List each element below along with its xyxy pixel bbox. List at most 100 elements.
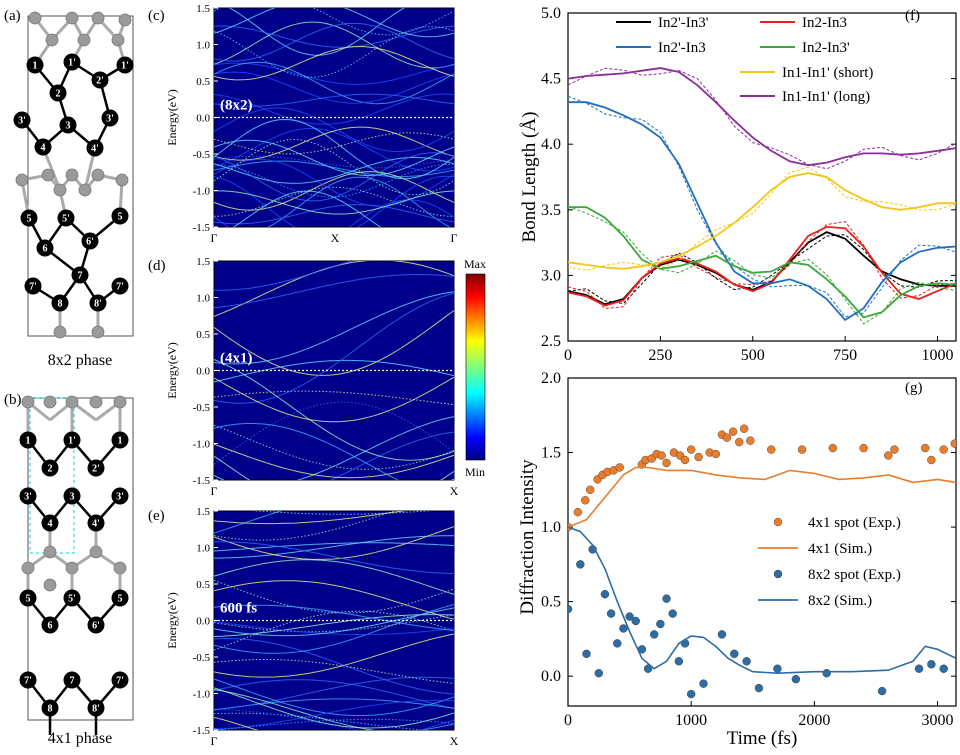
band-line [214, 160, 454, 178]
atom-label: 4' [92, 519, 100, 530]
band-line [214, 633, 454, 678]
band-ytick-label: 0.5 [196, 579, 210, 591]
data-point [791, 674, 801, 684]
panel-b-label: (b) [4, 392, 22, 408]
band-ytick-label: -0.5 [193, 402, 211, 414]
band-line [214, 25, 454, 48]
panel-a-label: (a) [4, 8, 21, 24]
atom-label: 7 [78, 271, 83, 282]
atom-in [81, 232, 99, 250]
colorbar-max-label: Max [464, 257, 486, 271]
data-point [735, 437, 744, 447]
band-line [214, 204, 454, 225]
band-line [214, 155, 454, 169]
atom-label: 7' [116, 282, 124, 293]
atom-in [63, 487, 81, 505]
band-line [214, 62, 454, 85]
data-point [668, 609, 677, 618]
atom-in [87, 514, 105, 532]
band-line [214, 175, 454, 227]
atom-gray [118, 13, 132, 27]
atom-gray [89, 395, 103, 409]
data-point [728, 427, 738, 436]
atom-label: 5 [27, 214, 32, 225]
data-point [568, 604, 573, 614]
band-panel-c: (8x2) 1.5 1.0 0.5 0.0 -0.5 -1.0 -1.5 Energy(eV) Γ… [165, 3, 458, 245]
atom-label: 6' [92, 621, 100, 632]
legend-label-3: 8x2 (Sim.) [808, 593, 872, 609]
atom-gray [65, 168, 79, 182]
data-point [615, 463, 624, 472]
ytick-label: 3.0 [541, 267, 561, 284]
panel-g-label: (g) [905, 380, 923, 396]
atom-in [87, 616, 105, 634]
band-line [214, 718, 454, 730]
xtick-label: 0 [564, 347, 572, 364]
atom-label: 3' [18, 116, 26, 127]
colorbar [465, 273, 486, 461]
xtick-label: 2000 [798, 712, 830, 729]
band-panel-tag: (8x2) [220, 98, 253, 114]
ylabel-g: Diffraction Intensity [517, 459, 538, 615]
band-panel-e: 600 fs 1.5 1.0 0.5 0.0 -0.5 -1.0 -1.5 Energy(eV)… [165, 506, 459, 748]
atom-in [63, 53, 81, 71]
band-line [214, 679, 454, 710]
band-line [214, 637, 454, 695]
band-line [214, 71, 454, 104]
data-point [890, 445, 899, 454]
series-line-1 [568, 225, 956, 307]
data-point [921, 443, 930, 453]
legend-label-1: In2-In3 [802, 15, 847, 31]
band-line [214, 26, 454, 78]
band-ytick-label: 1.0 [196, 543, 210, 555]
atom-gray [21, 561, 35, 575]
atom-in [20, 209, 38, 227]
atom-label: 1 [33, 61, 38, 72]
atom-label: 3 [70, 492, 75, 503]
series-dashed-0 [568, 234, 956, 305]
band-xtick-label: X [450, 484, 459, 498]
unit-cell-4x1-dashed [29, 397, 75, 554]
atom-gray [43, 545, 57, 559]
band-line [214, 139, 454, 176]
data-point [631, 616, 640, 626]
band-ytick-label: -1.5 [193, 725, 211, 737]
xlabel-g: Time (fs) [727, 728, 798, 749]
data-point [662, 458, 671, 468]
data-point [594, 669, 603, 678]
band-ytick-label: -1.0 [193, 439, 211, 451]
atom-in [36, 239, 54, 257]
data-point [585, 485, 595, 495]
band-line [214, 526, 454, 560]
band-ytick-label: 0.0 [196, 616, 210, 628]
data-point [657, 451, 666, 460]
data-point [619, 624, 628, 633]
band-ytick-label: 0.0 [196, 366, 210, 378]
band-line [251, 511, 433, 515]
band-line [214, 443, 454, 479]
band-line [214, 61, 454, 105]
atom-gray [77, 33, 91, 47]
band-panel-tag: (4x1) [220, 351, 253, 367]
plot-frame [567, 377, 957, 707]
atom-in [34, 138, 52, 156]
band-line [267, 176, 451, 227]
atom-label: 1 [26, 436, 31, 447]
atom-label: 1' [68, 58, 76, 69]
atom-in [19, 671, 37, 689]
data-point [797, 445, 807, 454]
data-point [674, 657, 684, 666]
data-point [742, 657, 751, 666]
atom-in [111, 207, 129, 225]
atom-label: 5' [68, 594, 76, 605]
atom-in [111, 431, 129, 449]
atom-label: 5 [118, 212, 123, 223]
bond-length-chart: 2.5 3.0 3.5 4.0 4.5 5.0 0 250 500 750 1000 Bond Len… [519, 5, 957, 364]
data-point [914, 664, 924, 673]
legend-label-0: 4x1 spot (Exp.) [808, 515, 901, 531]
atom-in [111, 589, 129, 607]
data-point [754, 683, 764, 693]
band-ytick-label: 0.0 [196, 113, 210, 125]
atom-label: 3' [24, 492, 32, 503]
